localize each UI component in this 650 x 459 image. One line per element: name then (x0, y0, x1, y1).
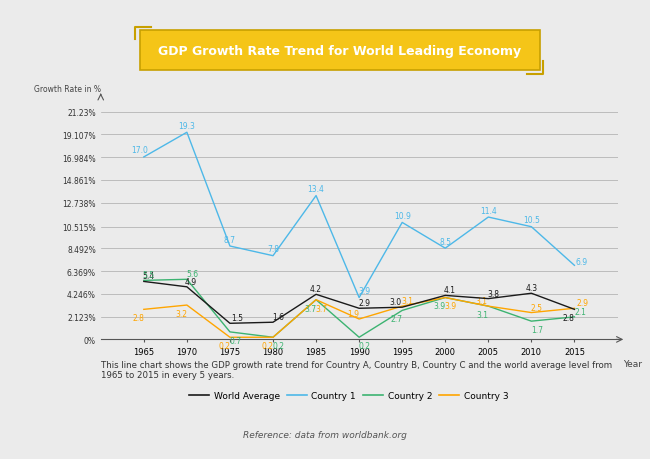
Text: 2.9: 2.9 (359, 298, 370, 308)
Text: 2.9: 2.9 (577, 298, 589, 308)
Text: 0.2: 0.2 (359, 341, 370, 350)
Text: 2.1: 2.1 (574, 307, 586, 316)
Text: 2.8: 2.8 (133, 313, 144, 323)
Text: 1.7: 1.7 (531, 325, 543, 334)
FancyBboxPatch shape (140, 31, 540, 71)
Text: 3.9: 3.9 (445, 302, 457, 311)
Text: 11.4: 11.4 (480, 206, 497, 215)
Text: 19.3: 19.3 (179, 122, 195, 130)
Text: 2.8: 2.8 (563, 313, 575, 323)
Text: 0.7: 0.7 (229, 336, 242, 345)
Text: 13.4: 13.4 (307, 185, 324, 194)
Text: 4.9: 4.9 (185, 277, 197, 286)
Text: 2.7: 2.7 (391, 314, 402, 324)
Text: 3.1: 3.1 (476, 310, 489, 319)
Text: Growth Rate in %: Growth Rate in % (34, 85, 101, 94)
Text: 1.6: 1.6 (272, 313, 285, 321)
Text: GDP Growth Rate Trend for World Leading Economy: GDP Growth Rate Trend for World Leading … (158, 45, 521, 57)
Text: 5.5: 5.5 (142, 271, 154, 280)
Text: 6.9: 6.9 (575, 257, 588, 266)
Text: 4.1: 4.1 (443, 285, 456, 295)
Text: 3.0: 3.0 (389, 297, 401, 307)
Text: 0.2: 0.2 (261, 341, 274, 350)
Text: 5.6: 5.6 (187, 269, 198, 279)
Text: 0.2: 0.2 (218, 341, 230, 350)
Text: 1.9: 1.9 (348, 309, 359, 318)
Text: 17.0: 17.0 (131, 146, 148, 155)
Legend: World Average, Country 1, Country 2, Country 3: World Average, Country 1, Country 2, Cou… (186, 388, 512, 404)
Text: 3.7: 3.7 (315, 304, 328, 313)
Text: 5.4: 5.4 (142, 272, 154, 281)
Text: Reference: data from worldbank.org: Reference: data from worldbank.org (243, 431, 407, 440)
Text: 0.2: 0.2 (272, 341, 285, 350)
Text: 3.1: 3.1 (402, 297, 414, 305)
Text: 10.5: 10.5 (523, 216, 540, 225)
Text: 3.9: 3.9 (434, 302, 446, 311)
Text: 4.3: 4.3 (525, 284, 538, 292)
Text: 8.5: 8.5 (439, 237, 451, 246)
Text: 3.1: 3.1 (475, 297, 488, 305)
Text: 7.8: 7.8 (267, 245, 279, 254)
Text: 3.8: 3.8 (488, 289, 500, 298)
Text: 2.5: 2.5 (531, 303, 543, 312)
Text: This line chart shows the GDP growth rate trend for Country A, Country B, Countr: This line chart shows the GDP growth rat… (101, 360, 612, 380)
Text: 3.9: 3.9 (359, 286, 370, 296)
Text: 3.7: 3.7 (304, 304, 317, 313)
Text: 4.2: 4.2 (310, 285, 322, 294)
Text: 3.2: 3.2 (176, 309, 187, 318)
Text: 1.5: 1.5 (231, 313, 243, 323)
Text: 10.9: 10.9 (394, 212, 411, 220)
Text: 8.7: 8.7 (224, 235, 236, 244)
Text: Year: Year (623, 359, 642, 368)
